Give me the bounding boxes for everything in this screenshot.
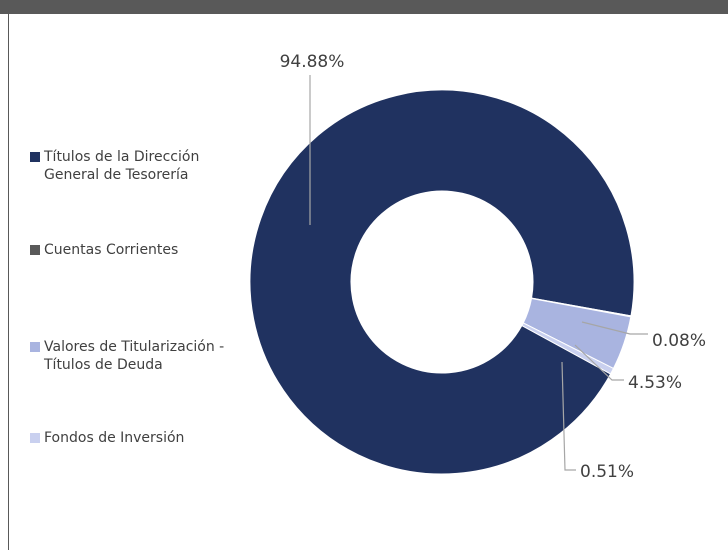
- legend-swatch: [30, 245, 40, 255]
- legend-swatch: [30, 433, 40, 443]
- legend-swatch: [30, 342, 40, 352]
- header-bar: [0, 0, 728, 14]
- data-label: 94.88%: [280, 52, 345, 72]
- legend-swatch: [30, 152, 40, 162]
- leader-line: [561, 361, 576, 471]
- legend-item: Cuentas Corrientes: [30, 241, 245, 259]
- leader-line: [581, 321, 648, 335]
- legend-item: Títulos de la Dirección General de Tesor…: [30, 148, 245, 184]
- data-label: 0.51%: [580, 462, 634, 482]
- slice: [521, 322, 615, 375]
- data-label: 4.53%: [628, 373, 682, 393]
- legend-label: Títulos de la Dirección General de Tesor…: [44, 149, 200, 183]
- legend-item: Fondos de Inversión: [30, 429, 245, 447]
- slice: [249, 89, 635, 475]
- legend-label: Valores de Titularización - Títulos de D…: [44, 339, 225, 373]
- legend-label: Fondos de Inversión: [44, 430, 185, 446]
- data-label: 0.08%: [652, 331, 706, 351]
- legend-item: Valores de Titularización - Títulos de D…: [30, 338, 245, 374]
- leader-lines: [309, 75, 648, 471]
- leader-line: [574, 344, 624, 381]
- legend-label: Cuentas Corrientes: [44, 242, 179, 258]
